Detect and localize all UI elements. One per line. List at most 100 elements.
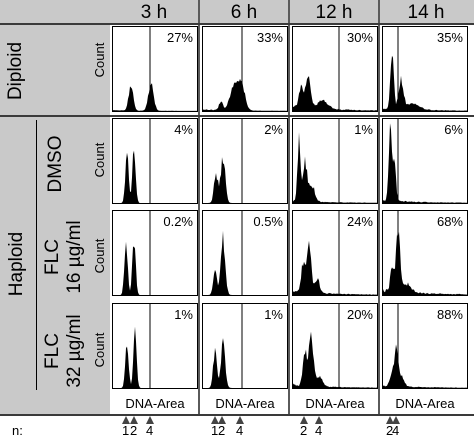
row-label-band bbox=[0, 24, 110, 415]
x-label-col-0: DNA-Area bbox=[125, 396, 185, 411]
ploidy-arrow-12h-4n bbox=[315, 416, 323, 424]
histogram-panel-dmso-6h: 2% bbox=[202, 118, 288, 204]
ploidy-number-6h-2n: 2 bbox=[218, 423, 226, 438]
percentage-flc16-12h: 24% bbox=[346, 214, 373, 229]
percentage-flc32-6h: 1% bbox=[264, 307, 283, 322]
col-separator-2 bbox=[288, 0, 290, 415]
histogram-area bbox=[293, 331, 377, 388]
histogram-area bbox=[383, 231, 467, 295]
ploidy-arrow-6h-4n bbox=[236, 416, 244, 424]
histogram-dmso-14h bbox=[383, 119, 467, 203]
ploidy-number-3h-2n: 2 bbox=[130, 423, 138, 438]
count-label-row-3: Count bbox=[92, 332, 107, 368]
histogram-area bbox=[383, 55, 467, 111]
col-header-14h: 14 h bbox=[407, 2, 445, 23]
percentage-flc32-12h: 20% bbox=[346, 307, 373, 322]
histogram-flc32-14h bbox=[383, 304, 467, 388]
histogram-flc16-14h bbox=[383, 211, 467, 295]
group-label-diploid: Diploid bbox=[5, 41, 26, 101]
col-header-3h: 3 h bbox=[140, 2, 168, 23]
col-header-12h: 12 h bbox=[315, 2, 353, 23]
ploidy-arrow-3h-2n bbox=[130, 416, 138, 424]
histogram-area bbox=[113, 241, 197, 295]
ploidy-arrow-14h-2n bbox=[386, 416, 394, 424]
histogram-area bbox=[293, 240, 377, 295]
histogram-diploid-3h bbox=[113, 27, 197, 111]
row-separator-bottom bbox=[0, 414, 474, 416]
percentage-diploid-12h: 30% bbox=[346, 30, 373, 45]
ploidy-label: n: bbox=[12, 423, 23, 438]
col-separator-3 bbox=[378, 0, 380, 415]
histogram-panel-flc16-12h: 24% bbox=[292, 210, 378, 296]
histogram-flc16-3h bbox=[113, 211, 197, 295]
histogram-panel-flc32-3h: 1% bbox=[112, 303, 198, 389]
percentage-diploid-6h: 33% bbox=[256, 30, 283, 45]
percentage-diploid-3h: 27% bbox=[166, 30, 193, 45]
x-label-col-3: DNA-Area bbox=[395, 396, 455, 411]
percentage-dmso-12h: 1% bbox=[354, 122, 373, 137]
ploidy-arrow-6h-1n bbox=[211, 416, 219, 424]
histogram-panel-flc32-6h: 1% bbox=[202, 303, 288, 389]
count-label-row-2: Count bbox=[92, 238, 107, 274]
histogram-panel-flc16-14h: 68% bbox=[382, 210, 468, 296]
histogram-flc32-12h bbox=[293, 304, 377, 388]
col-separator-1 bbox=[198, 0, 200, 415]
percentage-dmso-6h: 2% bbox=[264, 122, 283, 137]
ploidy-arrow-14h-4n bbox=[392, 416, 400, 424]
condition-flc16-line1: FLC bbox=[42, 239, 63, 275]
histogram-area bbox=[113, 150, 197, 203]
ploidy-number-14h-2n: 2 bbox=[386, 423, 394, 438]
histogram-panel-diploid-6h: 33% bbox=[202, 26, 288, 112]
ploidy-arrow-3h-4n bbox=[146, 416, 154, 424]
histogram-area bbox=[383, 344, 467, 388]
histogram-area bbox=[293, 76, 377, 111]
header-band bbox=[0, 0, 474, 24]
histogram-dmso-3h bbox=[113, 119, 197, 203]
histogram-diploid-6h bbox=[203, 27, 287, 111]
x-label-col-1: DNA-Area bbox=[215, 396, 275, 411]
percentage-dmso-3h: 4% bbox=[174, 122, 193, 137]
histogram-panel-diploid-12h: 30% bbox=[292, 26, 378, 112]
histogram-dmso-6h bbox=[203, 119, 287, 203]
percentage-flc16-3h: 0.2% bbox=[163, 214, 193, 229]
histogram-panel-flc16-6h: 0.5% bbox=[202, 210, 288, 296]
histogram-panel-flc32-12h: 20% bbox=[292, 303, 378, 389]
histogram-diploid-14h bbox=[383, 27, 467, 111]
group-label-haploid: Haploid bbox=[6, 231, 27, 297]
ploidy-number-6h-4n: 4 bbox=[236, 423, 244, 438]
condition-label-flc32: FLC 32 µg/ml bbox=[42, 305, 90, 397]
histogram-flc16-12h bbox=[293, 211, 377, 295]
percentage-flc32-3h: 1% bbox=[174, 307, 193, 322]
percentage-flc32-14h: 88% bbox=[436, 307, 463, 322]
histogram-area bbox=[113, 326, 197, 388]
histogram-panel-flc32-14h: 88% bbox=[382, 303, 468, 389]
histogram-area bbox=[293, 132, 377, 203]
ploidy-arrow-12h-2n bbox=[300, 416, 308, 424]
x-label-col-2: DNA-Area bbox=[305, 396, 365, 411]
histogram-flc32-3h bbox=[113, 304, 197, 388]
ploidy-arrow-3h-1n bbox=[122, 416, 130, 424]
percentage-flc16-14h: 68% bbox=[436, 214, 463, 229]
count-label-row-0: Count bbox=[92, 42, 107, 78]
histogram-area bbox=[203, 78, 287, 111]
histogram-area bbox=[203, 338, 287, 388]
histogram-diploid-12h bbox=[293, 27, 377, 111]
ploidy-number-6h-1n: 1 bbox=[211, 423, 219, 438]
histogram-panel-flc16-3h: 0.2% bbox=[112, 210, 198, 296]
haploid-bracket bbox=[36, 120, 37, 390]
histogram-panel-dmso-12h: 1% bbox=[292, 118, 378, 204]
condition-label-flc16: FLC 16 µg/ml bbox=[42, 209, 90, 305]
percentage-dmso-14h: 6% bbox=[444, 122, 463, 137]
ploidy-number-12h-2n: 2 bbox=[300, 423, 308, 438]
col-header-6h: 6 h bbox=[230, 2, 258, 23]
row-separator-header bbox=[0, 23, 474, 25]
histogram-dmso-12h bbox=[293, 119, 377, 203]
histogram-panel-diploid-14h: 35% bbox=[382, 26, 468, 112]
condition-flc16-line2: 16 µg/ml bbox=[64, 220, 85, 294]
histogram-area bbox=[203, 230, 287, 295]
count-label-row-1: Count bbox=[92, 142, 107, 178]
histogram-area bbox=[113, 83, 197, 111]
histogram-area bbox=[383, 123, 467, 203]
ploidy-number-14h-4n: 4 bbox=[392, 423, 400, 438]
